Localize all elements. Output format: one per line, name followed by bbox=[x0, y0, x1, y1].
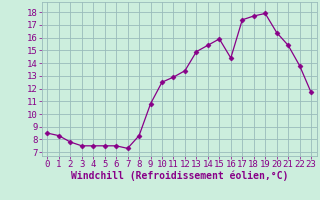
X-axis label: Windchill (Refroidissement éolien,°C): Windchill (Refroidissement éolien,°C) bbox=[70, 171, 288, 181]
